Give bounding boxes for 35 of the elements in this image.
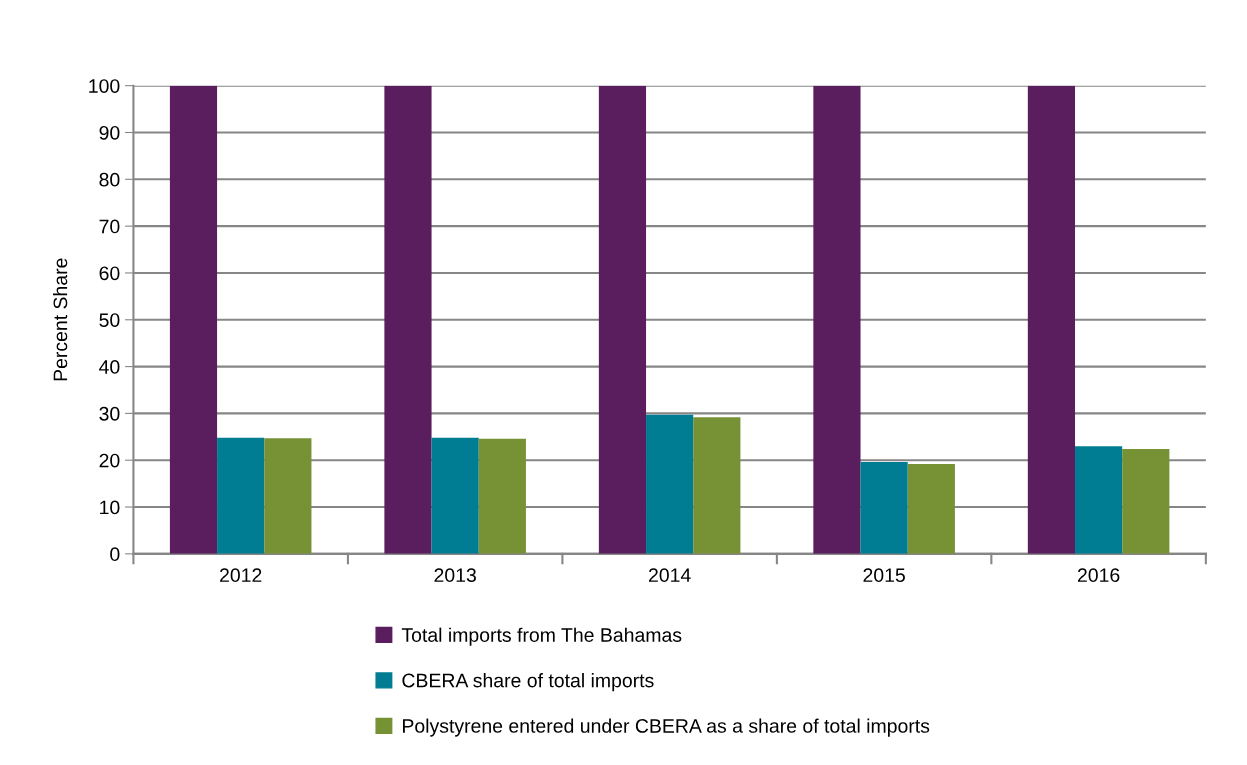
x-tick-label: 2014 [648, 568, 691, 583]
x-tick-label: 2016 [1077, 568, 1120, 583]
legend-label: CBERA share of total imports [402, 673, 654, 692]
bar [384, 85, 432, 554]
bar [813, 85, 861, 554]
bar [646, 414, 694, 554]
y-tick-label: 30 [99, 406, 120, 421]
legend-label: Polystyrene entered under CBERA as a share of total imports [403, 718, 930, 737]
x-tick-label: 2012 [220, 568, 262, 583]
y-tick-label: 10 [100, 500, 120, 515]
y-tick-label: 100 [89, 79, 120, 93]
y-tick-label: 20 [99, 453, 120, 468]
bar [907, 463, 955, 554]
x-tick-label: 2013 [434, 568, 476, 583]
bar [217, 437, 265, 554]
bar [169, 85, 218, 554]
bar [693, 417, 741, 554]
bar [1027, 85, 1076, 554]
y-tick-label: 60 [99, 266, 120, 281]
bar [860, 462, 908, 554]
bar [431, 437, 479, 554]
y-axis-title: Percent Share [53, 258, 68, 381]
bar [598, 85, 647, 554]
bar [1075, 446, 1123, 554]
y-tick-label: 90 [99, 125, 120, 140]
y-tick-label: 70 [99, 219, 120, 234]
bar [264, 438, 312, 554]
y-tick-label: 50 [99, 313, 120, 328]
x-tick-label: 2015 [863, 568, 905, 583]
bar [1122, 448, 1170, 554]
legend-label: Total imports from The Bahamas [401, 627, 682, 646]
y-tick-label: 80 [99, 172, 120, 187]
bar [478, 438, 526, 554]
y-tick-label: 40 [99, 360, 120, 374]
y-tick-label: 0 [110, 547, 120, 562]
